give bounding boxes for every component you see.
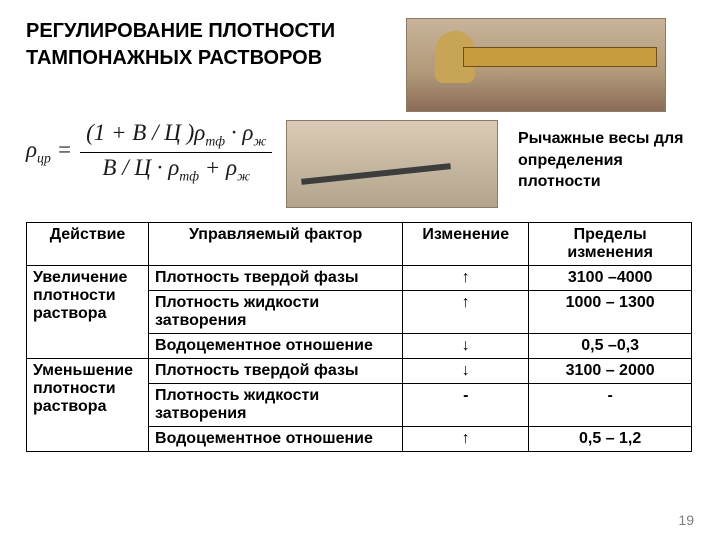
formula-denominator: B / Ц · ρтф + ρж [96,153,256,187]
cell-factor: Плотность твердой фазы [149,266,403,291]
cell-change: - [403,384,529,427]
table-row: Уменьшение плотности раствораПлотность т… [27,359,692,384]
cell-change: ↑ [403,427,529,452]
table-body: Увеличение плотности раствораПлотность т… [27,266,692,452]
cell-factor: Плотность жидкости затворения [149,291,403,334]
cell-range: 3100 –4000 [529,266,692,291]
photo-tool [286,120,498,208]
formula-lhs: ρцр = [26,137,72,167]
cell-range: 0,5 –0,3 [529,334,692,359]
cell-change: ↓ [403,359,529,384]
cell-change: ↓ [403,334,529,359]
table-header-row: Действие Управляемый фактор Изменение Пр… [27,223,692,266]
cell-factor: Водоцементное отношение [149,334,403,359]
regulation-table: Действие Управляемый фактор Изменение Пр… [26,222,692,452]
density-formula: ρцр = (1 + B / Ц )ρтф · ρж B / Ц · ρтф +… [26,118,272,186]
th-factor: Управляемый фактор [149,223,403,266]
cell-action: Уменьшение плотности раствора [27,359,149,452]
cell-range: 0,5 – 1,2 [529,427,692,452]
th-action: Действие [27,223,149,266]
formula-fraction: (1 + B / Ц )ρтф · ρж B / Ц · ρтф + ρж [80,118,272,186]
photo-lever-balance [406,18,666,112]
table-row: Увеличение плотности раствораПлотность т… [27,266,692,291]
cell-change: ↑ [403,266,529,291]
cell-range: 3100 – 2000 [529,359,692,384]
formula-numerator: (1 + B / Ц )ρтф · ρж [80,118,272,152]
th-range: Пределы изменения [529,223,692,266]
th-change: Изменение [403,223,529,266]
cell-range: 1000 – 1300 [529,291,692,334]
cell-action: Увеличение плотности раствора [27,266,149,359]
cell-factor: Плотность жидкости затворения [149,384,403,427]
page-number: 19 [678,512,694,528]
photo-caption: Рычажные весы для определения плотности [518,128,708,193]
cell-factor: Водоцементное отношение [149,427,403,452]
cell-factor: Плотность твердой фазы [149,359,403,384]
page-title: РЕГУЛИРОВАНИЕ ПЛОТНОСТИ ТАМПОНАЖНЫХ РАСТ… [26,18,386,72]
cell-change: ↑ [403,291,529,334]
cell-range: - [529,384,692,427]
